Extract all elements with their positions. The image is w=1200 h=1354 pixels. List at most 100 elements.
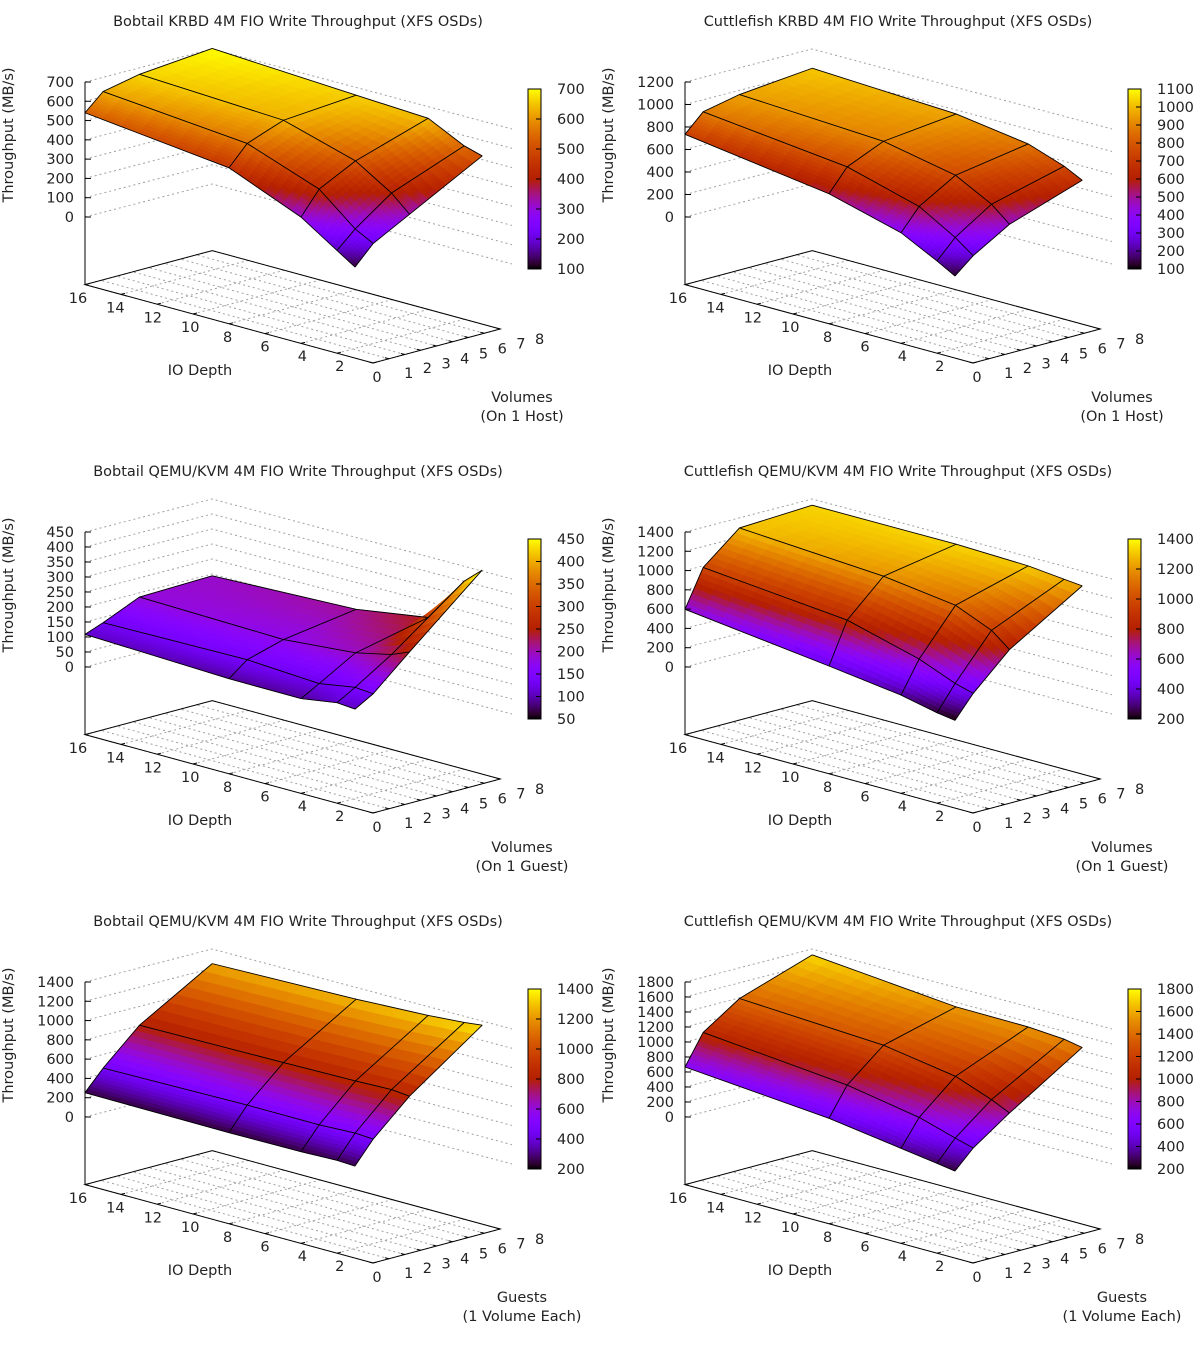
x-tick-mark [157, 1203, 161, 1204]
x-tick-mark [229, 323, 233, 324]
colorbar-tick-label: 300 [557, 600, 585, 616]
base-gridline [937, 319, 1064, 353]
x-tick-mark [901, 342, 905, 343]
y-tick-mark [1001, 1254, 1005, 1255]
x-tick-label: 16 [69, 291, 87, 307]
colorbar-tick-label: 100 [557, 262, 585, 278]
z-tick-label: 500 [46, 114, 74, 130]
x-tick-mark [373, 1262, 377, 1263]
colorbar-tick-label: 300 [1157, 226, 1185, 242]
x-tick-label: 2 [935, 809, 944, 825]
surface-chart-panel: Bobtail KRBD 4M FIO Write Throughput (XF… [0, 0, 600, 450]
y-tick-mark [1080, 782, 1084, 783]
x-tick-mark [901, 792, 905, 793]
z-tick-label: 0 [65, 1110, 74, 1126]
x-tick-label: 4 [898, 799, 907, 815]
y-tick-mark [449, 1241, 453, 1242]
y-tick-label: 8 [535, 332, 544, 348]
y-tick-label: 8 [1135, 332, 1144, 348]
y-tick-label: 3 [441, 1256, 450, 1272]
y-tick-mark [969, 812, 973, 813]
colorbar-tick-label: 300 [557, 202, 585, 218]
y-tick-mark [385, 1258, 389, 1259]
x-tick-mark [793, 313, 797, 314]
z-tick-label: 250 [46, 585, 74, 601]
z-axis-label: Throughput (MB/s) [601, 67, 617, 203]
base-gridline [780, 1159, 1068, 1237]
x-tick-mark [865, 333, 869, 334]
base-gridline [180, 709, 468, 787]
z-tick-label: 800 [646, 120, 674, 136]
x-tick-label: 10 [781, 770, 799, 786]
base-gridline [733, 1172, 1021, 1250]
y-tick-mark [496, 1228, 500, 1229]
y-tick-mark [385, 358, 389, 359]
y-tick-label: 1 [1004, 366, 1013, 382]
y-tick-mark [480, 1232, 484, 1233]
colorbar-tick-label: 50 [557, 712, 575, 728]
base-gridline [757, 720, 884, 754]
colorbar-tick-label: 200 [1157, 712, 1185, 728]
x-tick-mark [265, 1233, 269, 1234]
y-tick-mark [496, 328, 500, 329]
base-gridline [765, 263, 1053, 341]
base-gridline [133, 722, 421, 800]
y-tick-label: 5 [479, 347, 488, 363]
colorbar-tick-label: 800 [1157, 622, 1185, 638]
colorbar-tick-label: 200 [1157, 244, 1185, 260]
base-grid [685, 251, 1100, 363]
z-axis-label: Throughput (MB/s) [1, 67, 17, 203]
z-tick-label: 200 [646, 641, 674, 657]
z-tick-label: 800 [646, 583, 674, 599]
base-gridline [337, 319, 464, 353]
colorbar-tick-label: 1000 [1157, 592, 1194, 608]
z-tick-label: 400 [46, 540, 74, 556]
colorbar-tick-label: 1000 [1157, 100, 1194, 116]
z-axis-label: Throughput (MB/s) [601, 517, 617, 653]
y-tick-mark [1080, 332, 1084, 333]
x-tick-mark [265, 783, 269, 784]
x-axis-label: IO Depth [168, 813, 232, 829]
chart-title: Bobtail QEMU/KVM 4M FIO Write Throughput… [93, 464, 503, 480]
x-tick-mark [157, 303, 161, 304]
y-tick-mark [417, 349, 421, 350]
z-tick-label: 600 [46, 94, 74, 110]
x-tick-mark [937, 352, 941, 353]
y-tick-label: 5 [1079, 797, 1088, 813]
z-tick-label: 1000 [637, 564, 674, 580]
y-tick-mark [1064, 787, 1068, 788]
x-tick-mark [865, 1233, 869, 1234]
base-grid [685, 701, 1100, 813]
z-tick-label: 400 [46, 133, 74, 149]
base-gridline [733, 272, 1021, 350]
x-tick-label: 4 [298, 799, 307, 815]
x-tick-label: 16 [69, 741, 87, 757]
y-tick-mark [369, 812, 373, 813]
colorbar-tick-label: 400 [557, 555, 585, 571]
colorbar-tick-label: 250 [557, 622, 585, 638]
x-tick-label: 12 [144, 1210, 162, 1226]
y-axis-label: Volumes [491, 840, 552, 856]
surface-chart: Bobtail QEMU/KVM 4M FIO Write Throughput… [0, 900, 600, 1350]
x-tick-label: 16 [669, 291, 687, 307]
y-tick-label: 1 [404, 366, 413, 382]
surface [85, 964, 482, 1166]
surface-chart: Bobtail QEMU/KVM 4M FIO Write Throughput… [0, 450, 600, 900]
surface-chart-panel: Cuttlefish KRBD 4M FIO Write Throughput … [600, 0, 1200, 450]
base-gridline [337, 769, 464, 803]
y-tick-mark [1049, 341, 1053, 342]
surface [85, 48, 482, 267]
x-tick-mark [757, 1203, 761, 1204]
x-tick-mark [721, 1193, 725, 1194]
colorbar-tick-label: 600 [557, 1102, 585, 1118]
base-gridline [165, 1163, 453, 1241]
z-axis-label: Throughput (MB/s) [1, 967, 17, 1103]
y-tick-label: 3 [1041, 806, 1050, 822]
colorbar-tick-label: 400 [557, 1132, 585, 1148]
x-tick-label: 16 [669, 741, 687, 757]
y-tick-mark [464, 787, 468, 788]
y-axis-label-sub: (On 1 Host) [1080, 409, 1163, 425]
base-gridline [180, 1159, 468, 1237]
y-tick-label: 6 [498, 792, 507, 808]
surface-chart: Bobtail KRBD 4M FIO Write Throughput (XF… [0, 0, 600, 450]
